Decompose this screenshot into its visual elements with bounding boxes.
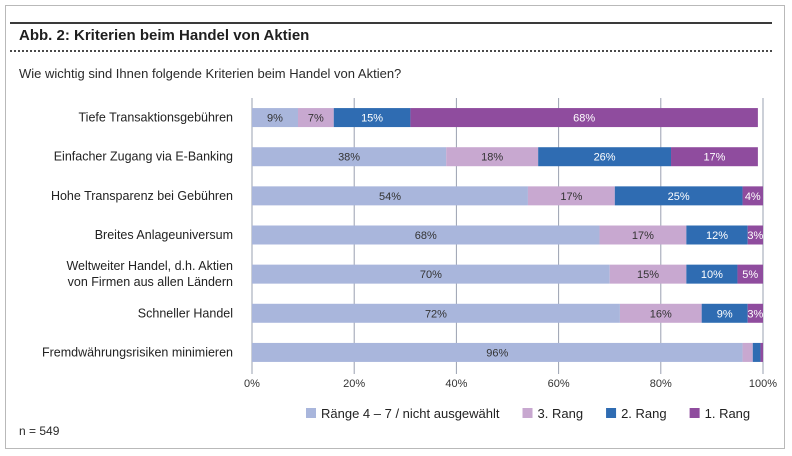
x-tick-label: 100% [749,378,777,390]
data-label: 5% [742,269,758,281]
data-label: 72% [425,308,447,320]
title-dotted-divider [10,50,772,52]
bar-segment [760,342,763,362]
category-label: Tiefe Transaktionsgebühren [79,111,234,125]
bar-segment [252,225,600,245]
bar-segment [297,108,334,128]
bar-segment [619,303,702,323]
bar-segment [737,264,763,284]
bar-segment [333,108,411,128]
bar-segment [252,186,528,206]
data-label: 4% [745,191,761,203]
data-label: 3% [747,308,763,320]
data-label: 68% [415,230,437,242]
data-label: 38% [338,152,360,164]
data-label: 54% [379,191,401,203]
data-label: 16% [650,308,672,320]
bar-segment [410,108,758,128]
category-label: Weltweiter Handel, d.h. Aktien [66,259,233,273]
data-label: 18% [481,152,503,164]
bar-segment [701,303,748,323]
figure-frame [5,5,785,449]
data-label: 26% [594,152,616,164]
bar-segment [752,342,761,362]
bar-segment [252,147,447,167]
figure-title: Abb. 2: Kriterien beim Handel von Aktien [19,27,310,44]
x-tick-label: 80% [650,378,672,390]
bar-segment [527,186,615,206]
data-label: 70% [420,269,442,281]
data-label: 17% [560,191,582,203]
category-label: von Firmen aus allen Ländern [68,275,233,289]
x-tick-label: 20% [343,378,365,390]
bar-segment [599,225,687,245]
bar-segment [252,264,610,284]
bar-segment [747,303,763,323]
data-label: 68% [573,113,595,125]
data-label: 9% [267,113,283,125]
sample-size: n = 549 [19,424,60,438]
bar-segment [252,303,620,323]
bar-segment [252,108,298,128]
data-label: 17% [632,230,654,242]
bar-segment [609,264,687,284]
x-tick-label: 0% [244,378,260,390]
data-label: 15% [637,269,659,281]
data-label: 17% [703,152,725,164]
data-label: 10% [701,269,723,281]
data-label: 15% [361,113,383,125]
data-label: 25% [668,191,690,203]
x-tick-label: 40% [445,378,467,390]
legend-swatch [689,408,700,418]
legend-swatch [606,408,617,418]
legend-label: 3. Rang [538,406,584,421]
legend-swatch [306,408,316,418]
bar-segment [686,225,748,245]
data-label: 3% [747,230,763,242]
bar-segment [252,342,743,362]
data-label: 9% [717,308,733,320]
bar-segment [742,342,753,362]
category-label: Schneller Handel [138,306,233,320]
bar-segment [742,186,763,206]
bar-segment [747,225,763,245]
data-label: 96% [486,347,508,359]
data-label: 7% [308,113,324,125]
legend-swatch [522,408,533,418]
bar-segment [614,186,743,206]
bar-segment [446,147,539,167]
category-label: Hohe Transparenz bei Gebühren [51,189,233,203]
category-label: Fremdwährungsrisiken minimieren [42,345,233,359]
title-rule [10,22,772,24]
data-label: 12% [706,230,728,242]
legend-label: 1. Rang [705,406,751,421]
bar-segment [671,147,758,167]
bar-segment [686,264,738,284]
x-tick-label: 60% [548,378,570,390]
category-label: Einfacher Zugang via E-Banking [54,150,233,164]
category-label: Breites Anlageuniversum [95,228,233,242]
legend-label: Ränge 4 – 7 / nicht ausgewählt [321,406,500,421]
legend-label: 2. Rang [621,406,667,421]
bar-segment [538,147,672,167]
chart-question: Wie wichtig sind Ihnen folgende Kriterie… [19,66,402,81]
